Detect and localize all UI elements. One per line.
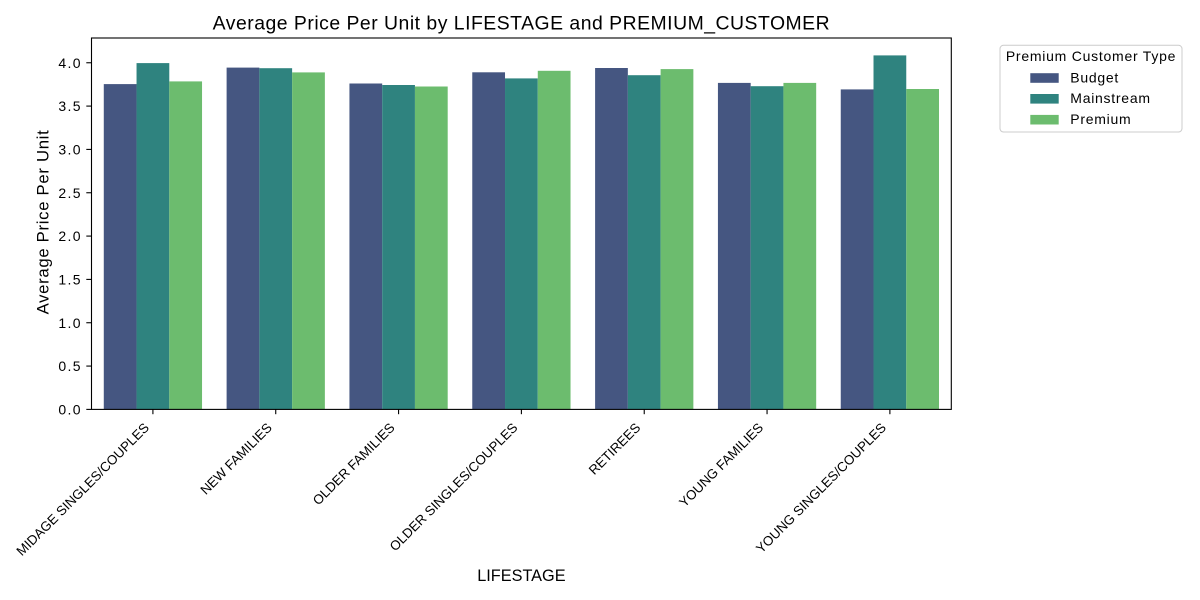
- svg-text:4.0: 4.0: [58, 55, 81, 71]
- svg-text:2.0: 2.0: [58, 228, 81, 244]
- svg-text:Budget: Budget: [1070, 69, 1119, 85]
- svg-text:Premium Customer Type: Premium Customer Type: [1006, 48, 1176, 64]
- svg-text:3.5: 3.5: [58, 98, 81, 114]
- svg-text:2.5: 2.5: [58, 185, 81, 201]
- svg-text:0.5: 0.5: [58, 358, 81, 374]
- svg-text:1.0: 1.0: [58, 315, 81, 331]
- svg-text:3.0: 3.0: [58, 141, 81, 157]
- svg-text:1.5: 1.5: [58, 271, 81, 287]
- svg-text:Mainstream: Mainstream: [1070, 90, 1150, 106]
- svg-text:Premium: Premium: [1070, 111, 1131, 127]
- svg-text:LIFESTAGE: LIFESTAGE: [477, 567, 566, 585]
- svg-text:0.0: 0.0: [58, 401, 81, 417]
- svg-text:Average Price Per Unit by LIFE: Average Price Per Unit by LIFESTAGE and …: [213, 13, 830, 35]
- svg-text:Average Price Per Unit: Average Price Per Unit: [34, 130, 53, 315]
